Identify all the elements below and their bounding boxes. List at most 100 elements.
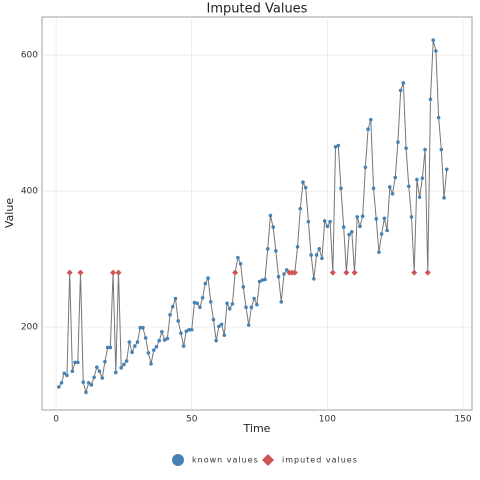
known-point — [154, 344, 159, 349]
imputed-point — [424, 269, 431, 276]
legend-label: known values — [192, 456, 259, 465]
known-point — [105, 345, 110, 350]
known-point — [406, 184, 411, 189]
x-axis-title: Time — [243, 422, 271, 435]
legend-marker — [262, 454, 274, 466]
known-point — [168, 313, 172, 317]
known-point — [187, 327, 191, 332]
known-point — [149, 361, 153, 366]
known-point — [284, 268, 289, 272]
known-point — [350, 230, 354, 234]
known-point — [236, 255, 240, 260]
known-point — [252, 296, 256, 301]
known-point — [336, 143, 341, 148]
known-point — [103, 359, 107, 364]
known-point — [320, 256, 324, 261]
known-point — [127, 340, 132, 344]
known-point — [333, 145, 338, 149]
imputed-point — [115, 269, 122, 276]
known-point — [92, 375, 96, 380]
known-point — [200, 296, 205, 300]
known-point — [436, 115, 441, 120]
known-point — [431, 38, 436, 42]
legend-label: imputed values — [282, 456, 358, 465]
known-point — [119, 366, 124, 370]
known-point — [428, 97, 433, 102]
known-point — [322, 219, 327, 223]
known-point — [439, 147, 444, 152]
known-point — [108, 345, 113, 350]
known-point — [309, 253, 313, 257]
known-point — [314, 253, 319, 257]
known-point — [360, 214, 365, 219]
known-point — [379, 232, 384, 236]
known-point — [135, 340, 140, 344]
known-point — [257, 279, 262, 284]
known-point — [122, 362, 126, 367]
known-point — [377, 250, 381, 255]
known-point — [358, 224, 362, 229]
known-point — [325, 224, 330, 229]
x-tick-label: 0 — [53, 415, 59, 425]
known-point — [301, 180, 305, 185]
imputed-point — [232, 269, 239, 276]
imputed-point — [66, 269, 73, 276]
known-point — [420, 176, 425, 180]
known-point — [317, 247, 322, 251]
plot-border — [41, 16, 473, 411]
known-point — [100, 376, 105, 380]
known-point — [97, 369, 102, 374]
imputed-point — [110, 269, 117, 276]
known-point — [390, 191, 395, 196]
known-point — [59, 381, 64, 385]
known-point — [217, 324, 221, 329]
known-point — [369, 117, 373, 122]
known-point — [423, 147, 427, 152]
known-point — [263, 277, 267, 282]
known-point — [382, 216, 387, 221]
imputed-point — [329, 269, 336, 276]
known-point — [246, 323, 251, 327]
known-point — [227, 306, 232, 311]
known-point — [214, 338, 218, 343]
known-point — [295, 245, 300, 249]
x-tick-label: 100 — [319, 415, 336, 425]
known-point — [255, 302, 259, 307]
imputed-point — [291, 269, 298, 276]
known-point — [157, 338, 161, 343]
known-point — [339, 186, 343, 191]
known-point — [387, 185, 392, 189]
known-point — [312, 276, 316, 281]
known-point — [162, 338, 167, 342]
known-point — [393, 175, 398, 180]
known-point — [434, 49, 438, 53]
imputed-point — [411, 269, 418, 276]
known-point — [65, 373, 69, 378]
known-point — [151, 348, 156, 352]
known-point — [70, 369, 75, 374]
known-point — [170, 304, 175, 309]
known-point — [244, 305, 248, 310]
known-point — [184, 329, 189, 333]
known-point — [146, 351, 151, 355]
y-tick-label: 600 — [21, 51, 38, 61]
known-point — [208, 300, 213, 304]
known-point — [306, 219, 311, 224]
known-point — [179, 331, 183, 335]
known-point — [404, 146, 408, 151]
known-point — [192, 300, 197, 305]
known-point — [238, 262, 243, 266]
known-point — [130, 350, 134, 355]
known-point — [81, 380, 86, 384]
known-point — [444, 167, 449, 172]
known-point — [222, 333, 227, 338]
chart-title: Imputed Values — [207, 2, 308, 17]
known-point — [86, 381, 91, 385]
known-point — [138, 325, 143, 330]
known-point — [265, 247, 270, 251]
known-point — [355, 215, 360, 219]
known-point — [57, 385, 61, 389]
known-point — [203, 281, 208, 286]
